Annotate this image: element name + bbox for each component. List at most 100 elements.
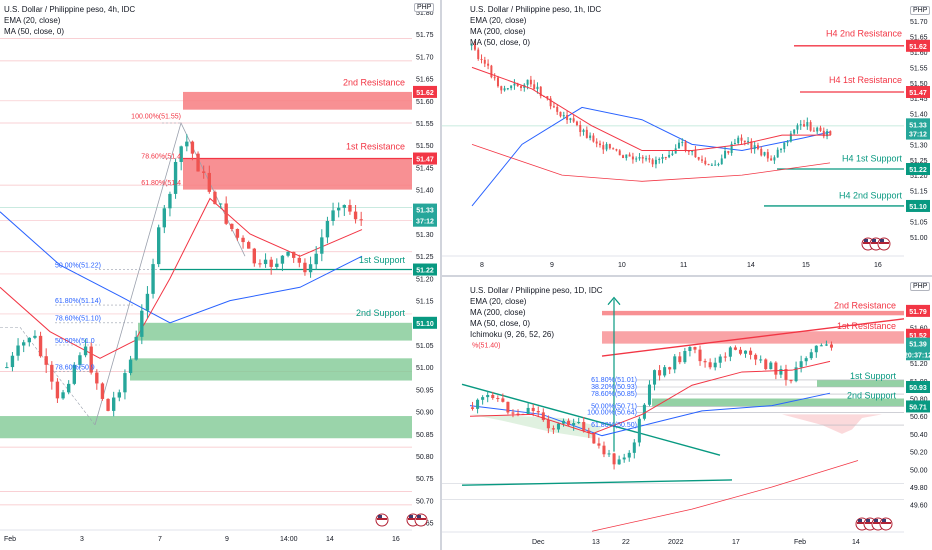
y-tick-label: 51.30 <box>416 232 434 239</box>
y-tick-label: 51.20 <box>910 361 928 368</box>
candle-body <box>320 237 324 254</box>
candle-body <box>476 399 480 409</box>
candle-body <box>658 370 662 376</box>
candle-body <box>733 347 737 350</box>
x-tick-label: 3 <box>80 536 84 543</box>
price-badge-s2: 51.10 <box>416 321 434 328</box>
candle-body <box>112 397 116 411</box>
panel-divider[interactable] <box>442 275 932 277</box>
candle-body <box>642 404 646 419</box>
candle-body <box>179 146 183 162</box>
candle-body <box>635 158 638 160</box>
price-badge-current-bg <box>906 118 930 131</box>
indicator-label: EMA (20, close) <box>470 297 527 306</box>
x-tick-label: 14 <box>852 539 860 546</box>
candle-body <box>612 148 615 150</box>
candle-body <box>694 150 697 158</box>
candle-body <box>526 407 530 415</box>
candle-body <box>513 83 516 86</box>
currency-label: PHP <box>910 6 931 15</box>
chart-panel-4h[interactable]: U.S. Dollar / Philippine peso, 4h, IDC E… <box>0 0 440 550</box>
y-tick-label: 50.70 <box>416 498 434 505</box>
candle-body <box>737 137 740 144</box>
flag-stripe <box>879 242 889 244</box>
candle-body <box>727 150 730 153</box>
x-tick-label: 22 <box>622 539 630 546</box>
candle-body <box>654 159 657 165</box>
indicator-label: EMA (20, close) <box>470 16 527 25</box>
candle-body <box>664 156 667 158</box>
candle-body <box>714 164 717 166</box>
candle-body <box>493 77 496 79</box>
candle-body <box>577 421 581 424</box>
candle-body <box>16 345 20 356</box>
y-tick-label: 51.65 <box>416 77 434 84</box>
resistance-1-label: H4 1st Resistance <box>829 75 902 85</box>
candle-body <box>218 203 223 205</box>
y-tick-label: 51.40 <box>910 112 928 119</box>
candle-body <box>740 137 743 141</box>
price-badge-current: 51.39 <box>909 342 927 349</box>
indicator-label: MA (50, close, 0) <box>4 27 65 36</box>
x-tick-label: Feb <box>794 539 806 546</box>
candle-body <box>779 149 782 151</box>
price-badge-r2: 51.62 <box>909 44 927 51</box>
candle-body <box>38 335 43 357</box>
candle-body <box>803 124 806 127</box>
candle-body <box>50 364 54 382</box>
y-tick-label: 51.05 <box>910 219 928 226</box>
indicator-label: MA (200, close) <box>470 308 526 317</box>
chart-panel-1h[interactable]: U.S. Dollar / Philippine peso, 1h, IDC E… <box>442 0 932 275</box>
chart-canvas[interactable]: 2nd Resistance 1st Resistance 1st Support 2… <box>0 0 440 550</box>
candle-body <box>625 154 628 159</box>
candle-body <box>683 350 687 363</box>
candle-body <box>605 144 608 150</box>
candle-body <box>809 352 813 359</box>
candle-body <box>708 362 712 368</box>
x-tick-label: 17 <box>732 539 740 546</box>
y-tick-label: 51.50 <box>910 81 928 88</box>
y-tick-label: 51.05 <box>416 343 434 350</box>
price-badge-r2: 51.79 <box>909 309 927 316</box>
y-tick-label: 51.30 <box>910 142 928 149</box>
candle-body <box>83 346 88 356</box>
support-2-label: H4 2nd Support <box>839 190 903 200</box>
chart-header: U.S. Dollar / Philippine peso, 1h, IDC E… <box>470 4 601 48</box>
chart-panel-1d[interactable]: U.S. Dollar / Philippine peso, 1D, IDC E… <box>442 277 932 550</box>
y-tick-label: 51.25 <box>416 254 434 261</box>
candle-body <box>794 367 798 382</box>
candle-body <box>196 153 200 172</box>
y-tick-label: 50.00 <box>910 467 928 474</box>
candle-body <box>562 420 566 424</box>
candle-body <box>483 59 486 64</box>
candle-body <box>678 356 682 363</box>
fib-label: 61.80%(50.50) <box>591 422 637 429</box>
candle-body <box>773 157 776 161</box>
candle-body <box>27 337 31 343</box>
candle-body <box>684 141 687 151</box>
fib-path <box>94 121 246 426</box>
candle-body <box>668 154 671 158</box>
candle-body <box>615 149 618 151</box>
y-tick-label: 51.20 <box>416 276 434 283</box>
candle-body <box>717 164 720 166</box>
candle-body <box>531 407 535 412</box>
candle-body <box>618 150 621 156</box>
indicator-label: MA (50, close, 0) <box>470 38 531 47</box>
price-badge-current: 51.33 <box>909 122 927 129</box>
candle-body <box>486 394 490 398</box>
panel-divider[interactable] <box>440 0 442 550</box>
candle-body <box>829 131 832 135</box>
x-tick-label: 11 <box>680 262 687 269</box>
candle-body <box>816 127 819 132</box>
candle-body <box>496 398 500 400</box>
candle-body <box>359 219 363 221</box>
candle-body <box>691 150 694 152</box>
indicator-label: Ichimoku (9, 26, 52, 26) <box>470 330 555 339</box>
candle-body <box>799 124 802 126</box>
candle-body <box>22 342 26 346</box>
candle-body <box>539 86 542 97</box>
chart-canvas[interactable]: H4 2nd Resistance H4 1st Resistance H4 1st… <box>442 0 932 275</box>
y-tick-label: 50.80 <box>910 397 928 404</box>
chart-canvas[interactable]: 2nd Resistance 1st Resistance 1st Support 2… <box>442 277 932 550</box>
